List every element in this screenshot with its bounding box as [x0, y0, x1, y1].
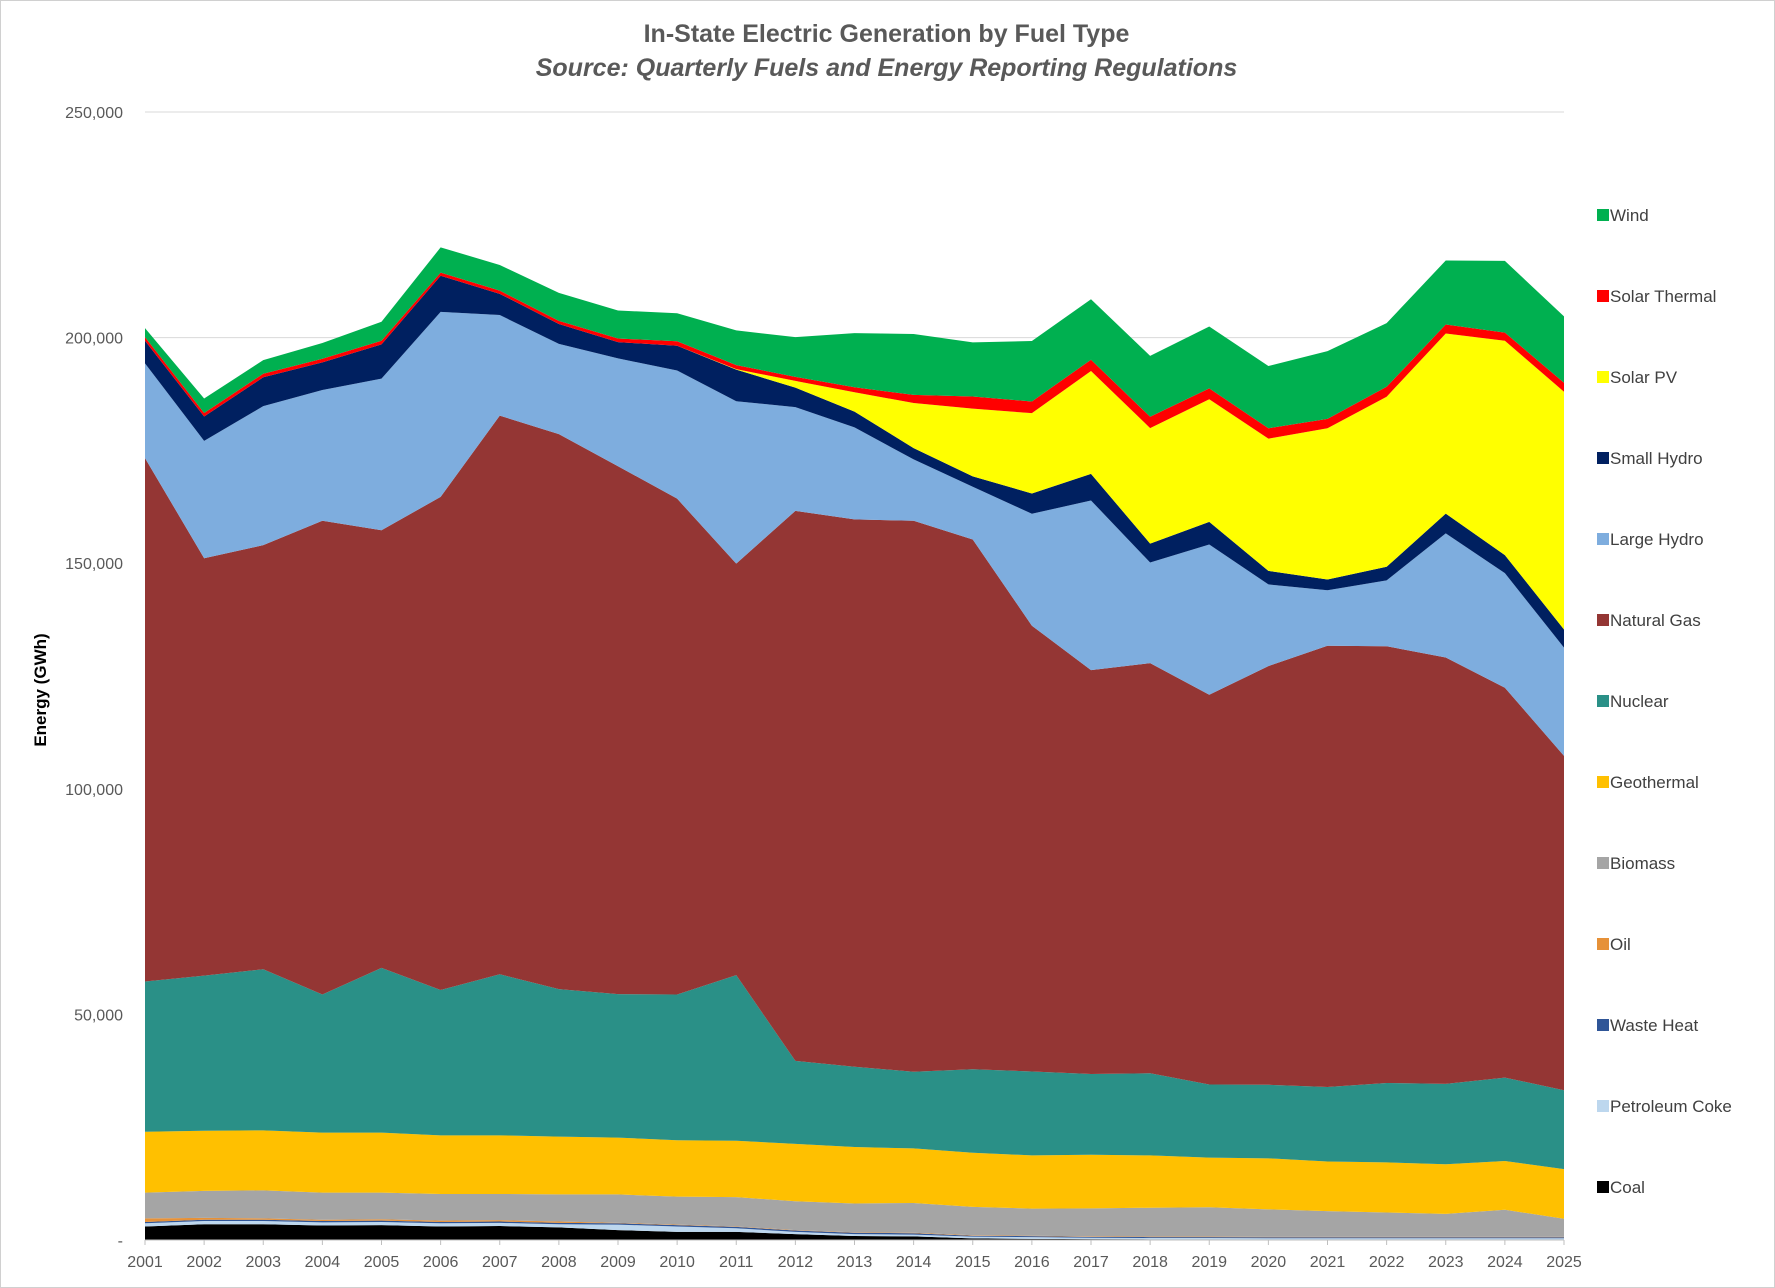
legend-label-large-hydro: Large Hydro [1610, 530, 1704, 549]
legend-swatch-nuclear [1597, 695, 1609, 707]
legend: Wind Solar Thermal Solar PV Small Hydro Larg… [1597, 206, 1732, 1197]
legend-label-small-hydro: Small Hydro [1610, 449, 1703, 468]
legend-swatch-large-hydro [1597, 533, 1609, 545]
legend-label-nuclear: Nuclear [1610, 692, 1669, 711]
x-tick-label: 2015 [955, 1254, 991, 1271]
x-tick-label: 2018 [1132, 1254, 1168, 1271]
y-tick-label: 50,000 [74, 1007, 123, 1024]
area-natural-gas [145, 415, 1564, 1091]
legend-swatch-wind [1597, 209, 1609, 221]
x-tick-label: 2025 [1546, 1254, 1582, 1271]
x-tick-label: 2010 [659, 1254, 695, 1271]
area-wind [145, 247, 1564, 429]
x-tick-label: 2013 [837, 1254, 873, 1271]
y-axis-title: Energy (GWh) [31, 633, 50, 746]
x-tick-label: 2005 [364, 1254, 400, 1271]
legend-swatch-coal [1597, 1181, 1609, 1193]
area-coal [145, 1224, 1564, 1240]
area-oil [145, 1217, 1564, 1238]
y-tick-label: 250,000 [65, 105, 123, 122]
x-tick-label: 2002 [186, 1254, 222, 1271]
area-series [145, 247, 1564, 1240]
x-tick-label: 2017 [1073, 1254, 1109, 1271]
x-tick-label: 2012 [778, 1254, 814, 1271]
x-tick-label: 2006 [423, 1254, 459, 1271]
x-tick-label: 2004 [305, 1254, 341, 1271]
legend-label-geothermal: Geothermal [1610, 773, 1699, 792]
area-waste-heat [145, 1219, 1564, 1239]
legend-label-biomass: Biomass [1610, 854, 1675, 873]
legend-swatch-solar-thermal [1597, 290, 1609, 302]
legend-label-solar-thermal: Solar Thermal [1610, 287, 1716, 306]
x-tick-label: 2019 [1191, 1254, 1227, 1271]
x-tick-label: 2003 [245, 1254, 281, 1271]
legend-swatch-petroleum-coke [1597, 1100, 1609, 1112]
legend-swatch-oil [1597, 938, 1609, 950]
x-tick-label: 2008 [541, 1254, 577, 1271]
x-tick-label: 2016 [1014, 1254, 1050, 1271]
y-tick-label: 200,000 [65, 331, 123, 348]
legend-swatch-biomass [1597, 857, 1609, 869]
x-tick-label: 2020 [1251, 1254, 1287, 1271]
area-petroleum-coke [145, 1221, 1564, 1240]
x-tick-label: 2011 [719, 1254, 754, 1271]
area-large-hydro [145, 311, 1564, 756]
area-solar-pv [145, 275, 1564, 630]
area-biomass [145, 1190, 1564, 1237]
x-tick-label: 2007 [482, 1254, 518, 1271]
x-tick-label: 2022 [1369, 1254, 1405, 1271]
area-nuclear [145, 967, 1564, 1170]
x-tick-label: 2001 [127, 1254, 163, 1271]
x-tick-label: 2014 [896, 1254, 932, 1271]
legend-label-coal: Coal [1610, 1178, 1645, 1197]
legend-label-petroleum-coke: Petroleum Coke [1610, 1097, 1732, 1116]
y-tick-label: 100,000 [65, 782, 123, 799]
legend-label-oil: Oil [1610, 935, 1631, 954]
chart-subtitle: Source: Quarterly Fuels and Energy Repor… [535, 54, 1238, 82]
legend-label-natural-gas: Natural Gas [1610, 611, 1701, 630]
axes: - 50,000 100,000 150,000 200,000 250,000 2001 2… [65, 105, 1582, 1271]
x-tick-label: 2009 [600, 1254, 636, 1271]
legend-label-waste-heat: Waste Heat [1610, 1016, 1698, 1035]
legend-swatch-waste-heat [1597, 1019, 1609, 1031]
x-tick-label: 2021 [1310, 1254, 1346, 1271]
area-solar-thermal [145, 272, 1564, 439]
legend-swatch-natural-gas [1597, 614, 1609, 626]
x-tick-label: 2023 [1428, 1254, 1464, 1271]
chart-title: In-State Electric Generation by Fuel Typ… [643, 20, 1130, 48]
y-tick-label: - [118, 1233, 123, 1250]
y-tick-label: 150,000 [65, 556, 123, 573]
area-geothermal [145, 1130, 1564, 1219]
legend-label-wind: Wind [1610, 206, 1649, 225]
legend-label-solar-pv: Solar PV [1610, 368, 1678, 387]
x-tick-label: 2024 [1487, 1254, 1523, 1271]
legend-swatch-geothermal [1597, 776, 1609, 788]
legend-swatch-small-hydro [1597, 452, 1609, 464]
legend-swatch-solar-pv [1597, 371, 1609, 383]
